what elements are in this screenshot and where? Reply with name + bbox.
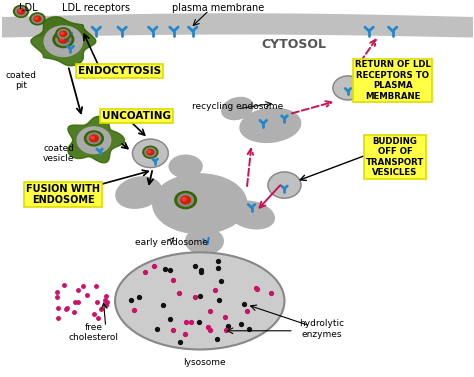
Ellipse shape [115,252,284,349]
Circle shape [84,131,103,146]
Text: ENDOCYTOSIS: ENDOCYTOSIS [78,66,161,76]
Circle shape [13,5,28,17]
Circle shape [60,37,64,40]
Circle shape [87,133,100,144]
Ellipse shape [229,201,274,229]
Circle shape [53,31,73,48]
Text: plasma membrane: plasma membrane [173,3,264,13]
Circle shape [60,31,67,37]
Circle shape [18,10,21,12]
Text: coated
pit: coated pit [6,71,36,90]
Circle shape [35,17,38,19]
Circle shape [147,150,154,155]
Text: hydrolytic
enzymes: hydrolytic enzymes [300,319,345,339]
Polygon shape [68,116,125,163]
Circle shape [182,198,186,201]
Text: early endosome: early endosome [135,239,208,247]
Ellipse shape [169,155,202,178]
Circle shape [178,194,193,206]
Circle shape [175,192,197,208]
Text: coated
vesicle: coated vesicle [43,144,74,163]
Circle shape [143,146,158,158]
Polygon shape [31,17,96,66]
Circle shape [16,7,27,16]
Ellipse shape [186,228,223,254]
Circle shape [58,29,69,38]
Text: UNCOATING: UNCOATING [102,111,171,121]
Text: CYTOSOL: CYTOSOL [261,38,327,52]
Circle shape [268,172,301,198]
Circle shape [90,135,98,142]
Text: LDL: LDL [19,3,37,13]
Ellipse shape [222,98,253,120]
Circle shape [133,139,168,167]
Text: FUSION WITH
ENDOSOME: FUSION WITH ENDOSOME [27,184,100,205]
Circle shape [56,28,71,40]
Circle shape [181,196,191,204]
Circle shape [59,36,68,43]
Text: RETURN OF LDL
RECEPTORS TO
PLASMA
MEMBRANE: RETURN OF LDL RECEPTORS TO PLASMA MEMBRA… [355,60,430,101]
Circle shape [61,32,64,34]
Circle shape [333,76,363,100]
Circle shape [145,148,156,156]
Circle shape [32,15,43,23]
Circle shape [34,16,41,21]
Ellipse shape [240,108,301,143]
Circle shape [148,150,151,153]
Ellipse shape [116,177,161,208]
Text: recycling endosome: recycling endosome [192,102,283,111]
Text: free
cholesterol: free cholesterol [69,323,119,342]
Circle shape [18,9,24,14]
Circle shape [44,26,82,57]
Circle shape [30,13,45,25]
Text: BUDDING
OFF OF
TRANSPORT
VESICLES: BUDDING OFF OF TRANSPORT VESICLES [366,137,424,177]
PathPatch shape [0,13,474,38]
Ellipse shape [153,174,247,234]
Circle shape [77,127,111,153]
Circle shape [91,136,94,139]
Text: lysosome: lysosome [183,358,226,367]
Text: LDL receptors: LDL receptors [62,3,130,13]
Circle shape [56,34,71,45]
